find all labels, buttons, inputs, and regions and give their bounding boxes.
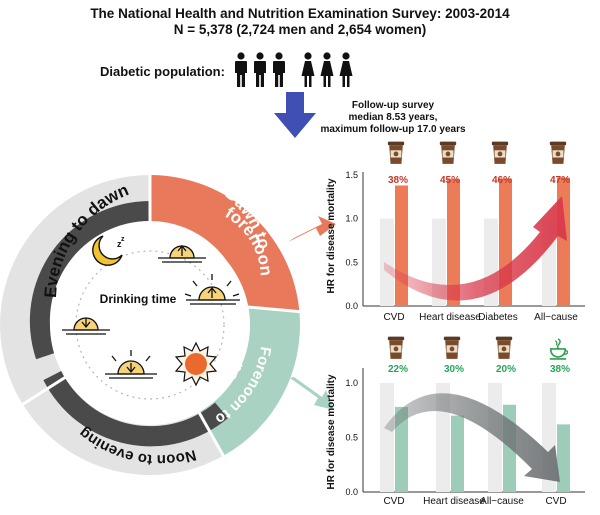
trend-up-arrow-icon [384,196,567,301]
sun-icon [174,341,218,387]
evening-band [29,200,150,360]
moonset-icon [62,317,110,335]
svg-text:z: z [117,239,122,249]
y-axis-label: HR for disease mortality [326,374,337,489]
y-tick-labels: 0.0 0.5 1.0 1.5 [345,170,358,311]
chart-dawn-to-forenoon: HR for disease mortality 0.0 0.5 1.0 1.5 [326,141,585,323]
coffee-cup-icon [491,141,509,164]
percent-label: 30% [444,364,464,375]
man-icon [235,52,247,87]
x-category-label: CVD [383,312,404,323]
x-category-label: Heart disease [419,312,481,323]
y-tick-label: 1.0 [345,378,358,388]
coffee-cup-icon [387,336,405,359]
sunrise-rays-icon [184,274,240,305]
down-arrow-icon [274,92,316,138]
y-tick-label: 0.0 [345,301,358,311]
y-tick-label: 0.5 [345,257,358,267]
time-path [75,250,225,400]
drinking-time-label: Drinking time [100,292,177,306]
woman-icon [320,52,334,87]
y-tick-label: 0.5 [345,432,358,442]
segment-divider [21,372,72,406]
percent-label: 38% [550,364,570,375]
svg-text:z: z [121,236,125,243]
percent-label: 46% [492,175,512,186]
moon-icon: z z [92,235,125,266]
y-tick-label: 0.0 [345,487,358,497]
coffee-cup-icon [443,336,461,359]
followup-line: median 8.53 years, [348,112,438,123]
trend-down-arrow-icon [384,393,560,482]
population-label: Diabetic population: [100,64,225,79]
coffee-cup-icon [439,141,457,164]
coffee-cup-icon [495,336,513,359]
drinking-time-clock: Dawn to forenoon Forenoon to noon Noon t… [0,173,300,475]
man-icon [254,52,266,87]
coffee-cup-icon [387,141,405,164]
coffee-cup-icon [549,141,567,164]
sunrise-icon [158,244,206,263]
tea-cup-icon [548,338,568,360]
percent-label: 45% [440,175,460,186]
population-icons [235,52,353,87]
x-category-label: CVD [383,496,404,507]
percent-label: 20% [496,364,516,375]
followup-line: Follow-up survey [351,100,435,111]
x-category-label: All−cause [534,312,578,323]
x-category-label: Diabetes [478,312,517,323]
hr-bar [447,179,460,306]
segment-dawn-to-forenoon [150,175,300,312]
hr-bar [557,177,570,306]
followup-line: maximum follow-up 17.0 years [320,124,466,135]
segment-divider [194,406,225,457]
hr-bar [395,185,408,306]
arrow-to-upper-chart-icon [288,216,336,242]
chart-forenoon-to-noon: HR for disease mortality 0.0 0.5 1.0 [326,336,585,507]
x-category-label: All−cause [480,496,524,507]
x-category-label: CVD [545,496,566,507]
reference-bar [380,218,394,306]
man-icon [273,52,285,87]
y-tick-labels: 0.0 0.5 1.0 [345,378,358,497]
reference-bar [380,382,394,492]
hr-bar [395,406,408,492]
sunset-icon [105,350,157,379]
hr-bar [557,424,570,492]
woman-icon [301,52,315,87]
percent-label: 38% [388,175,408,186]
percent-label: 47% [550,175,570,186]
y-axis-label: HR for disease mortality [326,178,337,293]
noon-evening-band [43,371,229,447]
segment-divider [243,305,300,314]
hr-bar [451,415,464,492]
y-tick-label: 1.0 [345,214,358,224]
woman-icon [339,52,353,87]
followup-note: Follow-up survey median 8.53 years, maxi… [318,100,468,136]
y-tick-label: 1.5 [345,170,358,180]
percent-label: 22% [388,364,408,375]
main-title: The National Health and Nutrition Examin… [90,6,510,21]
x-category-label: Heart disease [423,496,485,507]
arrow-to-lower-chart-icon [290,377,334,410]
sample-size-subtitle: N = 5,378 (2,724 men and 2,654 women) [173,22,427,37]
